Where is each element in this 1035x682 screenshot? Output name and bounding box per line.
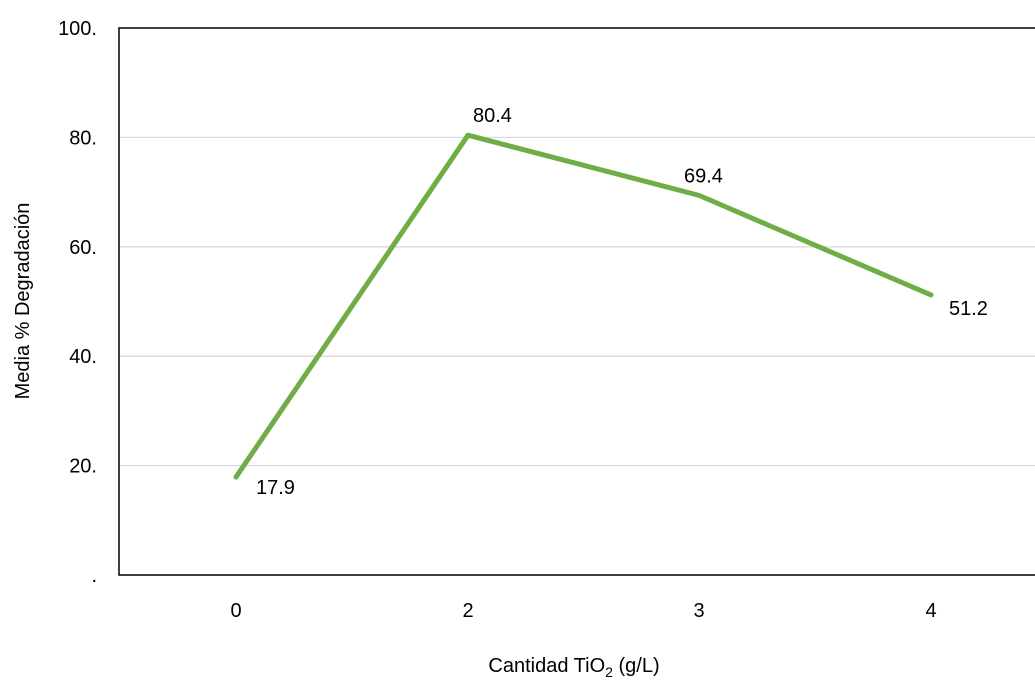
data-labels: 17.9 80.4 69.4 51.2 [256,105,988,499]
x-tick-label-0: 0 [230,600,241,622]
y-tick-label-1: 20. [69,456,97,478]
data-label-1: 80.4 [473,105,512,127]
y-tick-label-3: 60. [69,237,97,259]
x-axis-title: Cantidad TiO2 (g/L) [488,655,659,680]
series-line-0 [233,132,934,480]
data-label-3: 51.2 [949,298,988,320]
plot-area-frame [118,27,1035,576]
gridlines [119,136,1035,467]
x-axis-ticks: 0 2 3 4 [230,600,936,622]
x-axis-title-suffix: (g/L) [613,655,660,677]
x-tick-label-2: 3 [693,600,704,622]
series [233,132,934,480]
y-tick-label-0: . [91,565,97,587]
y-axis-ticks: . 20. 40. 60. 80. 100. [58,18,97,587]
data-label-0: 17.9 [256,477,295,499]
x-tick-label-1: 2 [462,600,473,622]
y-tick-label-5: 100. [58,18,97,40]
x-tick-label-3: 4 [925,600,936,622]
y-tick-label-2: 40. [69,346,97,368]
y-axis-title: Media % Degradación [12,203,34,400]
data-label-2: 69.4 [684,165,723,187]
x-axis-title-main: Cantidad TiO [488,655,605,677]
y-tick-label-4: 80. [69,127,97,149]
x-axis-title-subscript: 2 [605,664,613,680]
